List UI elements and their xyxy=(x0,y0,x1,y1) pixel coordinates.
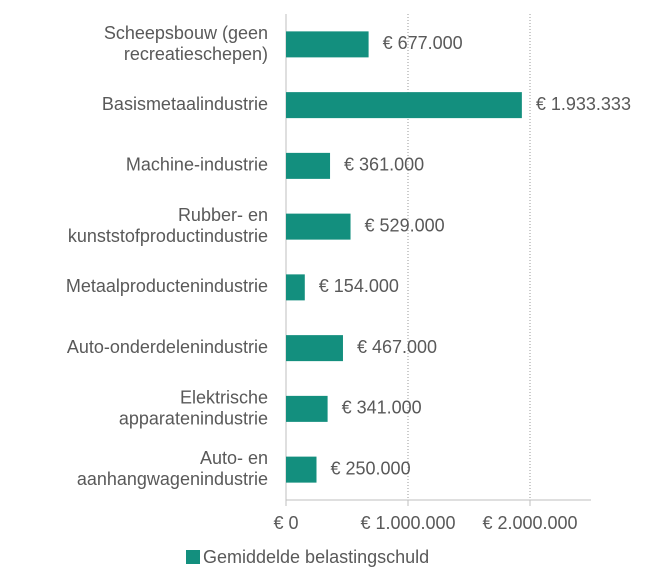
value-label: € 341.000 xyxy=(342,398,422,418)
bar xyxy=(286,31,369,58)
category-label: Machine-industrie xyxy=(126,155,268,175)
bar xyxy=(286,92,522,119)
bar xyxy=(286,213,351,240)
bar xyxy=(286,395,328,422)
legend-label: Gemiddelde belastingschuld xyxy=(203,547,429,567)
category-label: Auto-onderdelenindustrie xyxy=(67,337,268,357)
bar xyxy=(286,152,331,179)
value-label: € 1.933.333 xyxy=(536,94,631,114)
value-label: € 250.000 xyxy=(331,458,411,478)
value-label: € 361.000 xyxy=(344,155,424,175)
x-tick-label: € 0 xyxy=(273,513,298,533)
x-tick-label: € 1.000.000 xyxy=(360,513,455,533)
value-label: € 677.000 xyxy=(383,33,463,53)
legend-swatch xyxy=(186,550,200,564)
bar xyxy=(286,335,343,362)
bar xyxy=(286,274,305,301)
x-tick-label: € 2.000.000 xyxy=(482,513,577,533)
value-label: € 467.000 xyxy=(357,337,437,357)
value-label: € 529.000 xyxy=(365,215,445,235)
category-label: Scheepsbouw (geen recreatieschepen) xyxy=(104,23,268,64)
category-label: Elektrische apparatenindustrie xyxy=(119,387,268,428)
category-label: Auto- en aanhangwagenindustrie xyxy=(77,448,268,489)
category-label: Basismetaalindustrie xyxy=(102,94,268,114)
category-label: Rubber- en kunststofproductindustrie xyxy=(68,205,268,246)
category-label: Metaalproductenindustrie xyxy=(66,276,268,296)
bar xyxy=(286,456,317,483)
value-label: € 154.000 xyxy=(319,276,399,296)
